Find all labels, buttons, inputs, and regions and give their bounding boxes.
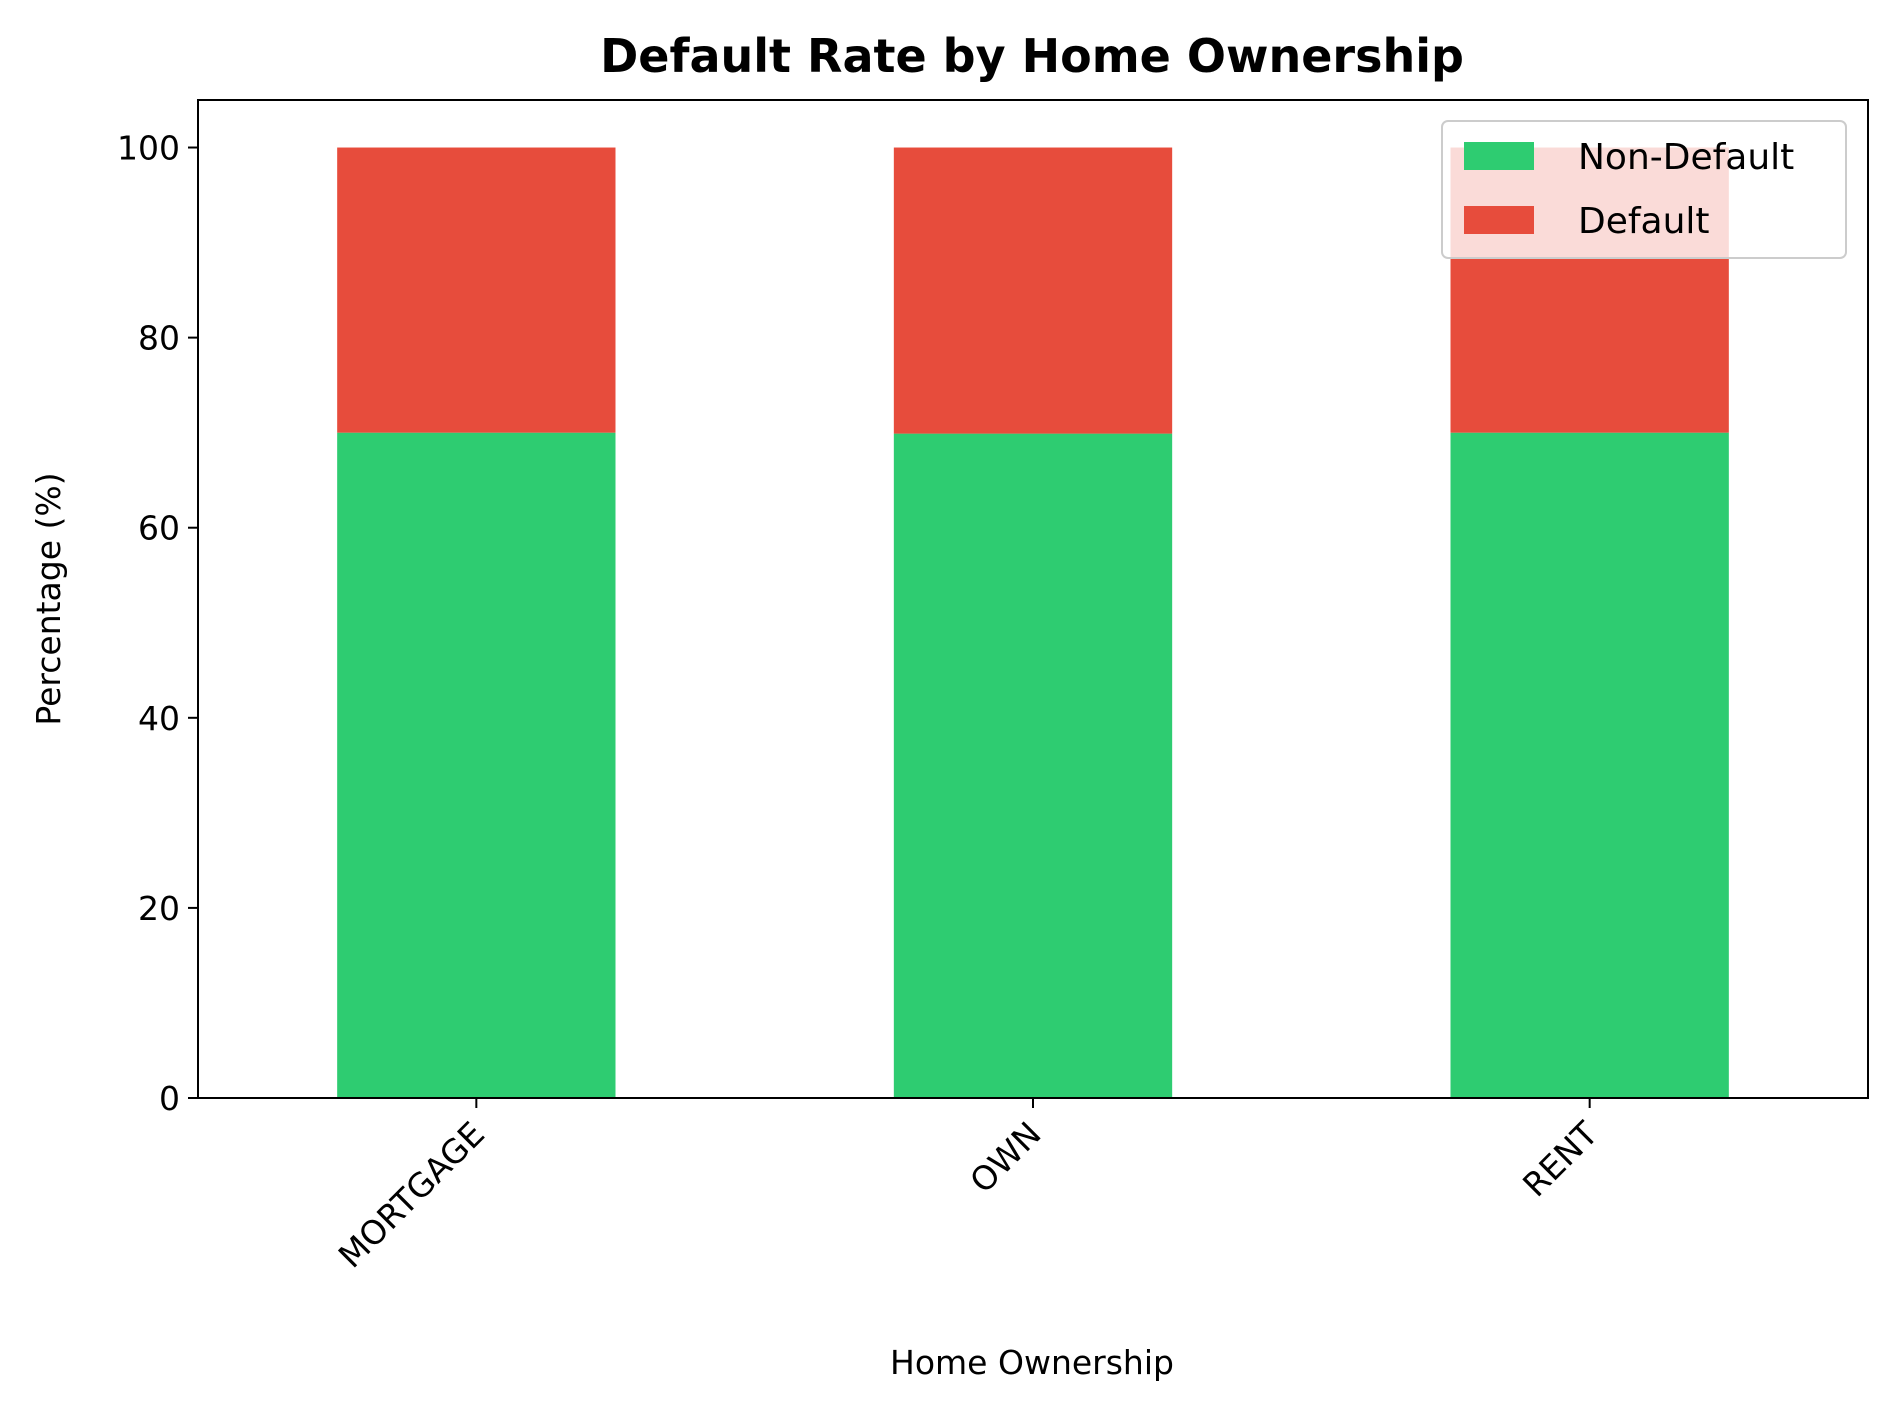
y-tick-label: 20 xyxy=(138,889,180,928)
y-axis: 0 20 40 60 80 100 xyxy=(117,129,198,1118)
bar-mortgage-non-default xyxy=(337,432,616,1099)
legend-box xyxy=(1441,120,1847,259)
y-tick-label: 40 xyxy=(138,699,180,738)
bar-rent-non-default xyxy=(1450,432,1729,1099)
chart-title: Default Rate by Home Ownership xyxy=(600,29,1464,83)
bar-own-default xyxy=(893,147,1173,434)
bar-own-non-default xyxy=(893,433,1173,1098)
legend-label-default: Default xyxy=(1578,201,1710,242)
legend-swatch-default xyxy=(1464,206,1534,234)
legend-label-non-default: Non-Default xyxy=(1578,137,1794,178)
y-tick-label: 100 xyxy=(117,129,180,168)
y-axis-label: Percentage (%) xyxy=(29,472,68,725)
legend-swatch-non-default xyxy=(1464,142,1534,170)
legend: Non-Default Default xyxy=(1441,120,1847,259)
y-tick-label: 60 xyxy=(138,509,180,548)
bars-layer xyxy=(337,147,1729,1099)
y-tick-label: 0 xyxy=(159,1079,180,1118)
bar-mortgage-default xyxy=(337,147,616,433)
y-tick-label: 80 xyxy=(138,319,180,358)
x-axis-label: Home Ownership xyxy=(890,1343,1174,1382)
